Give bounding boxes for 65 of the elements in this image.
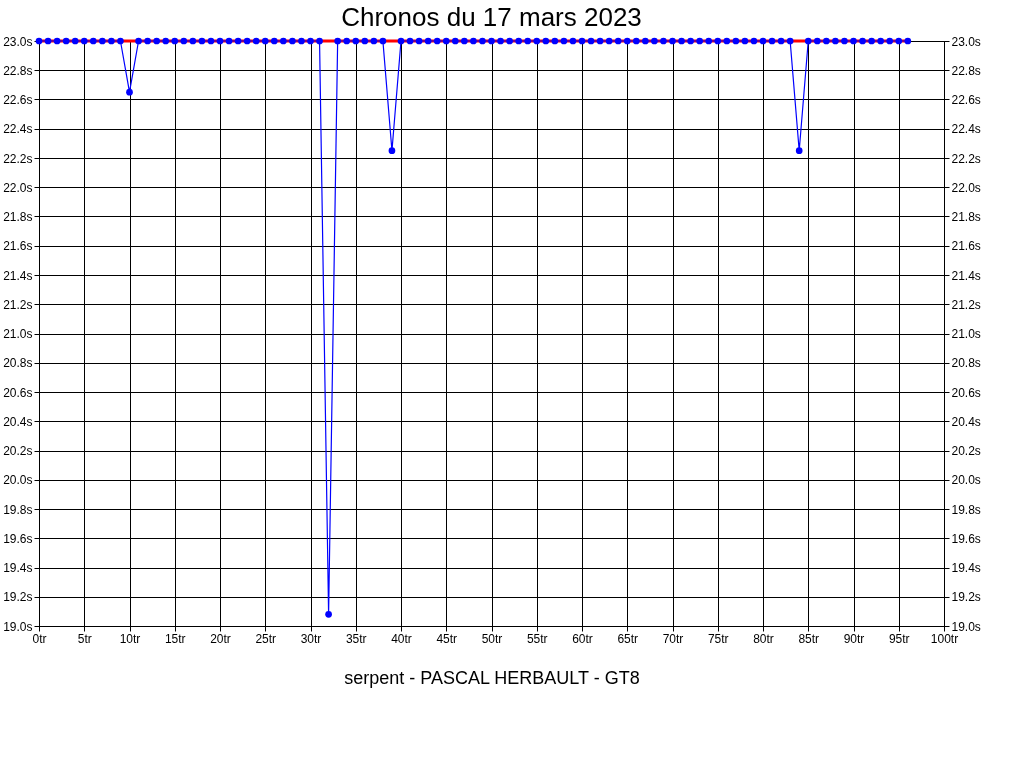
y2-tick-label: 19.8s	[951, 502, 981, 517]
x-tick-label: 90tr	[843, 631, 865, 646]
x-tick-label: 75tr	[707, 631, 729, 646]
y-tick-label: 20.8s	[3, 356, 33, 371]
x-tick-label: 65tr	[617, 631, 639, 646]
y2-tick-label: 20.8s	[951, 356, 981, 371]
x-tick-label: 50tr	[481, 631, 503, 646]
y-tick-label: 23.0s	[3, 34, 33, 49]
y2-tick-label: 22.0s	[951, 180, 981, 195]
x-tick-label: 40tr	[391, 631, 412, 646]
x-tick-label: 55tr	[526, 631, 548, 646]
y-tick-label: 22.4s	[3, 122, 33, 137]
y-tick-label: 19.8s	[3, 502, 33, 517]
x-tick-label: 95tr	[888, 631, 910, 646]
y-tick-label: 20.0s	[3, 473, 33, 488]
y-tick-label: 22.6s	[3, 93, 33, 107]
x-tick-label: 100tr	[930, 631, 959, 646]
x-axis-title: serpent - PASCAL HERBAULT - GT8	[344, 667, 640, 688]
x-tick-label: 10tr	[119, 631, 141, 646]
y2-tick-label: 22.4s	[951, 122, 981, 137]
y-tick-label: 19.0s	[3, 619, 33, 634]
y2-tick-label: 21.0s	[951, 327, 981, 341]
y-tick-label: 20.6s	[3, 385, 33, 400]
y-tick-label: 21.0s	[3, 327, 33, 341]
y-tick-label: 21.6s	[3, 239, 33, 254]
x-tick-label: 45tr	[436, 631, 458, 646]
y-tick-label: 22.0s	[3, 180, 33, 195]
y2-tick-label: 23.0s	[951, 34, 981, 49]
x-tick-label: 15tr	[164, 631, 186, 646]
y2-tick-label: 22.8s	[951, 63, 981, 78]
y-tick-label: 22.8s	[3, 63, 33, 78]
y-tick-label: 21.2s	[3, 297, 33, 312]
y-tick-label: 19.2s	[3, 590, 33, 605]
y2-tick-label: 20.0s	[951, 473, 981, 488]
chart-title: Chronos du 17 mars 2023	[341, 2, 642, 32]
x-tick-label: 85tr	[798, 631, 820, 646]
y2-tick-label: 19.2s	[951, 590, 981, 605]
y2-tick-label: 21.2s	[951, 297, 981, 312]
y-tick-label: 21.8s	[3, 210, 33, 224]
y-tick-label: 20.2s	[3, 444, 33, 458]
x-tick-label: 80tr	[753, 631, 774, 646]
x-tick-label: 60tr	[572, 631, 593, 646]
y2-tick-label: 20.2s	[951, 444, 981, 458]
y2-tick-label: 20.4s	[951, 414, 981, 429]
y2-tick-label: 20.6s	[951, 385, 981, 400]
x-tick-label: 5tr	[77, 631, 92, 646]
x-tick-label: 30tr	[300, 631, 322, 646]
y-tick-label: 19.6s	[3, 531, 33, 546]
y2-tick-label: 21.4s	[951, 268, 981, 283]
x-tick-label: 70tr	[662, 631, 684, 646]
y-tick-label: 22.2s	[3, 151, 33, 166]
y2-tick-label: 19.6s	[951, 531, 981, 546]
x-tick-label: 0tr	[32, 631, 47, 646]
y2-tick-label: 21.6s	[951, 239, 981, 254]
y-tick-label: 19.4s	[3, 561, 33, 575]
x-tick-label: 20tr	[210, 631, 231, 646]
y2-tick-label: 21.8s	[951, 210, 981, 224]
y2-tick-label: 19.4s	[951, 561, 981, 575]
y2-tick-label: 22.2s	[951, 151, 981, 166]
y-tick-label: 20.4s	[3, 414, 33, 429]
y-tick-label: 21.4s	[3, 268, 33, 283]
y2-tick-label: 19.0s	[951, 619, 981, 634]
x-tick-label: 35tr	[345, 631, 367, 646]
x-tick-label: 25tr	[255, 631, 277, 646]
y2-tick-label: 22.6s	[951, 93, 981, 107]
